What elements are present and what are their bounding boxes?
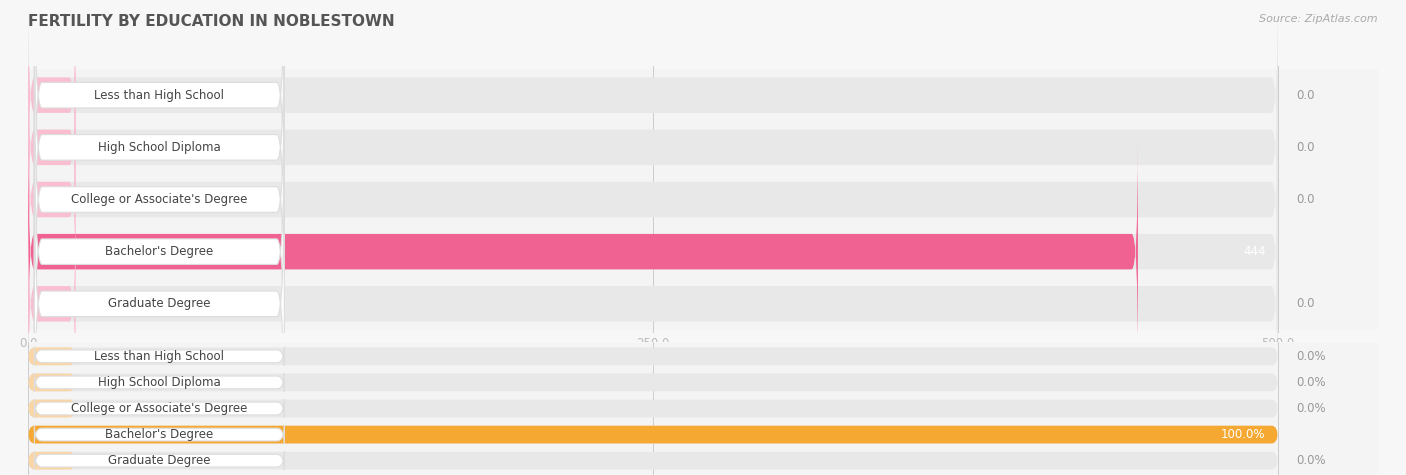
FancyBboxPatch shape xyxy=(34,0,284,239)
FancyBboxPatch shape xyxy=(34,451,284,470)
FancyBboxPatch shape xyxy=(28,139,1278,364)
Bar xyxy=(28,343,1378,370)
Text: Graduate Degree: Graduate Degree xyxy=(108,454,211,467)
Bar xyxy=(28,278,1378,330)
FancyBboxPatch shape xyxy=(28,452,76,469)
Bar xyxy=(28,370,1378,396)
FancyBboxPatch shape xyxy=(34,56,284,343)
FancyBboxPatch shape xyxy=(28,0,1278,208)
Bar xyxy=(28,396,1378,421)
FancyBboxPatch shape xyxy=(28,373,76,391)
FancyBboxPatch shape xyxy=(28,399,76,418)
FancyBboxPatch shape xyxy=(34,373,284,392)
FancyBboxPatch shape xyxy=(34,4,284,291)
Text: 0.0%: 0.0% xyxy=(1296,350,1326,363)
FancyBboxPatch shape xyxy=(28,452,1278,469)
Text: Graduate Degree: Graduate Degree xyxy=(108,297,211,310)
FancyBboxPatch shape xyxy=(34,160,284,447)
FancyBboxPatch shape xyxy=(28,399,1278,418)
Text: 0.0: 0.0 xyxy=(1296,193,1315,206)
Bar xyxy=(28,173,1378,226)
FancyBboxPatch shape xyxy=(28,35,1278,260)
FancyBboxPatch shape xyxy=(34,425,284,444)
FancyBboxPatch shape xyxy=(28,426,1278,444)
FancyBboxPatch shape xyxy=(28,139,1137,364)
Text: FERTILITY BY EDUCATION IN NOBLESTOWN: FERTILITY BY EDUCATION IN NOBLESTOWN xyxy=(28,14,395,29)
Bar xyxy=(28,421,1378,447)
FancyBboxPatch shape xyxy=(28,426,1278,444)
Text: Less than High School: Less than High School xyxy=(94,89,225,102)
Text: Bachelor's Degree: Bachelor's Degree xyxy=(105,428,214,441)
FancyBboxPatch shape xyxy=(28,35,76,260)
Text: College or Associate's Degree: College or Associate's Degree xyxy=(72,402,247,415)
FancyBboxPatch shape xyxy=(34,347,284,366)
FancyBboxPatch shape xyxy=(28,87,1278,312)
Text: 100.0%: 100.0% xyxy=(1220,428,1265,441)
FancyBboxPatch shape xyxy=(28,373,1278,391)
FancyBboxPatch shape xyxy=(28,87,76,312)
FancyBboxPatch shape xyxy=(34,399,284,418)
Text: 0.0%: 0.0% xyxy=(1296,402,1326,415)
Bar xyxy=(28,69,1378,121)
Text: High School Diploma: High School Diploma xyxy=(98,376,221,389)
FancyBboxPatch shape xyxy=(28,191,1278,417)
Text: High School Diploma: High School Diploma xyxy=(98,141,221,154)
Text: 0.0: 0.0 xyxy=(1296,89,1315,102)
Bar xyxy=(28,121,1378,173)
FancyBboxPatch shape xyxy=(34,108,284,395)
Text: Less than High School: Less than High School xyxy=(94,350,225,363)
Text: Source: ZipAtlas.com: Source: ZipAtlas.com xyxy=(1260,14,1378,24)
Bar xyxy=(28,447,1378,474)
Text: 0.0%: 0.0% xyxy=(1296,376,1326,389)
FancyBboxPatch shape xyxy=(28,191,76,417)
FancyBboxPatch shape xyxy=(28,348,1278,365)
Text: Bachelor's Degree: Bachelor's Degree xyxy=(105,245,214,258)
Bar xyxy=(28,226,1378,278)
FancyBboxPatch shape xyxy=(28,348,76,365)
FancyBboxPatch shape xyxy=(28,0,76,208)
Text: 0.0: 0.0 xyxy=(1296,297,1315,310)
Text: 444: 444 xyxy=(1243,245,1265,258)
Text: 0.0: 0.0 xyxy=(1296,141,1315,154)
Text: 0.0%: 0.0% xyxy=(1296,454,1326,467)
Text: College or Associate's Degree: College or Associate's Degree xyxy=(72,193,247,206)
